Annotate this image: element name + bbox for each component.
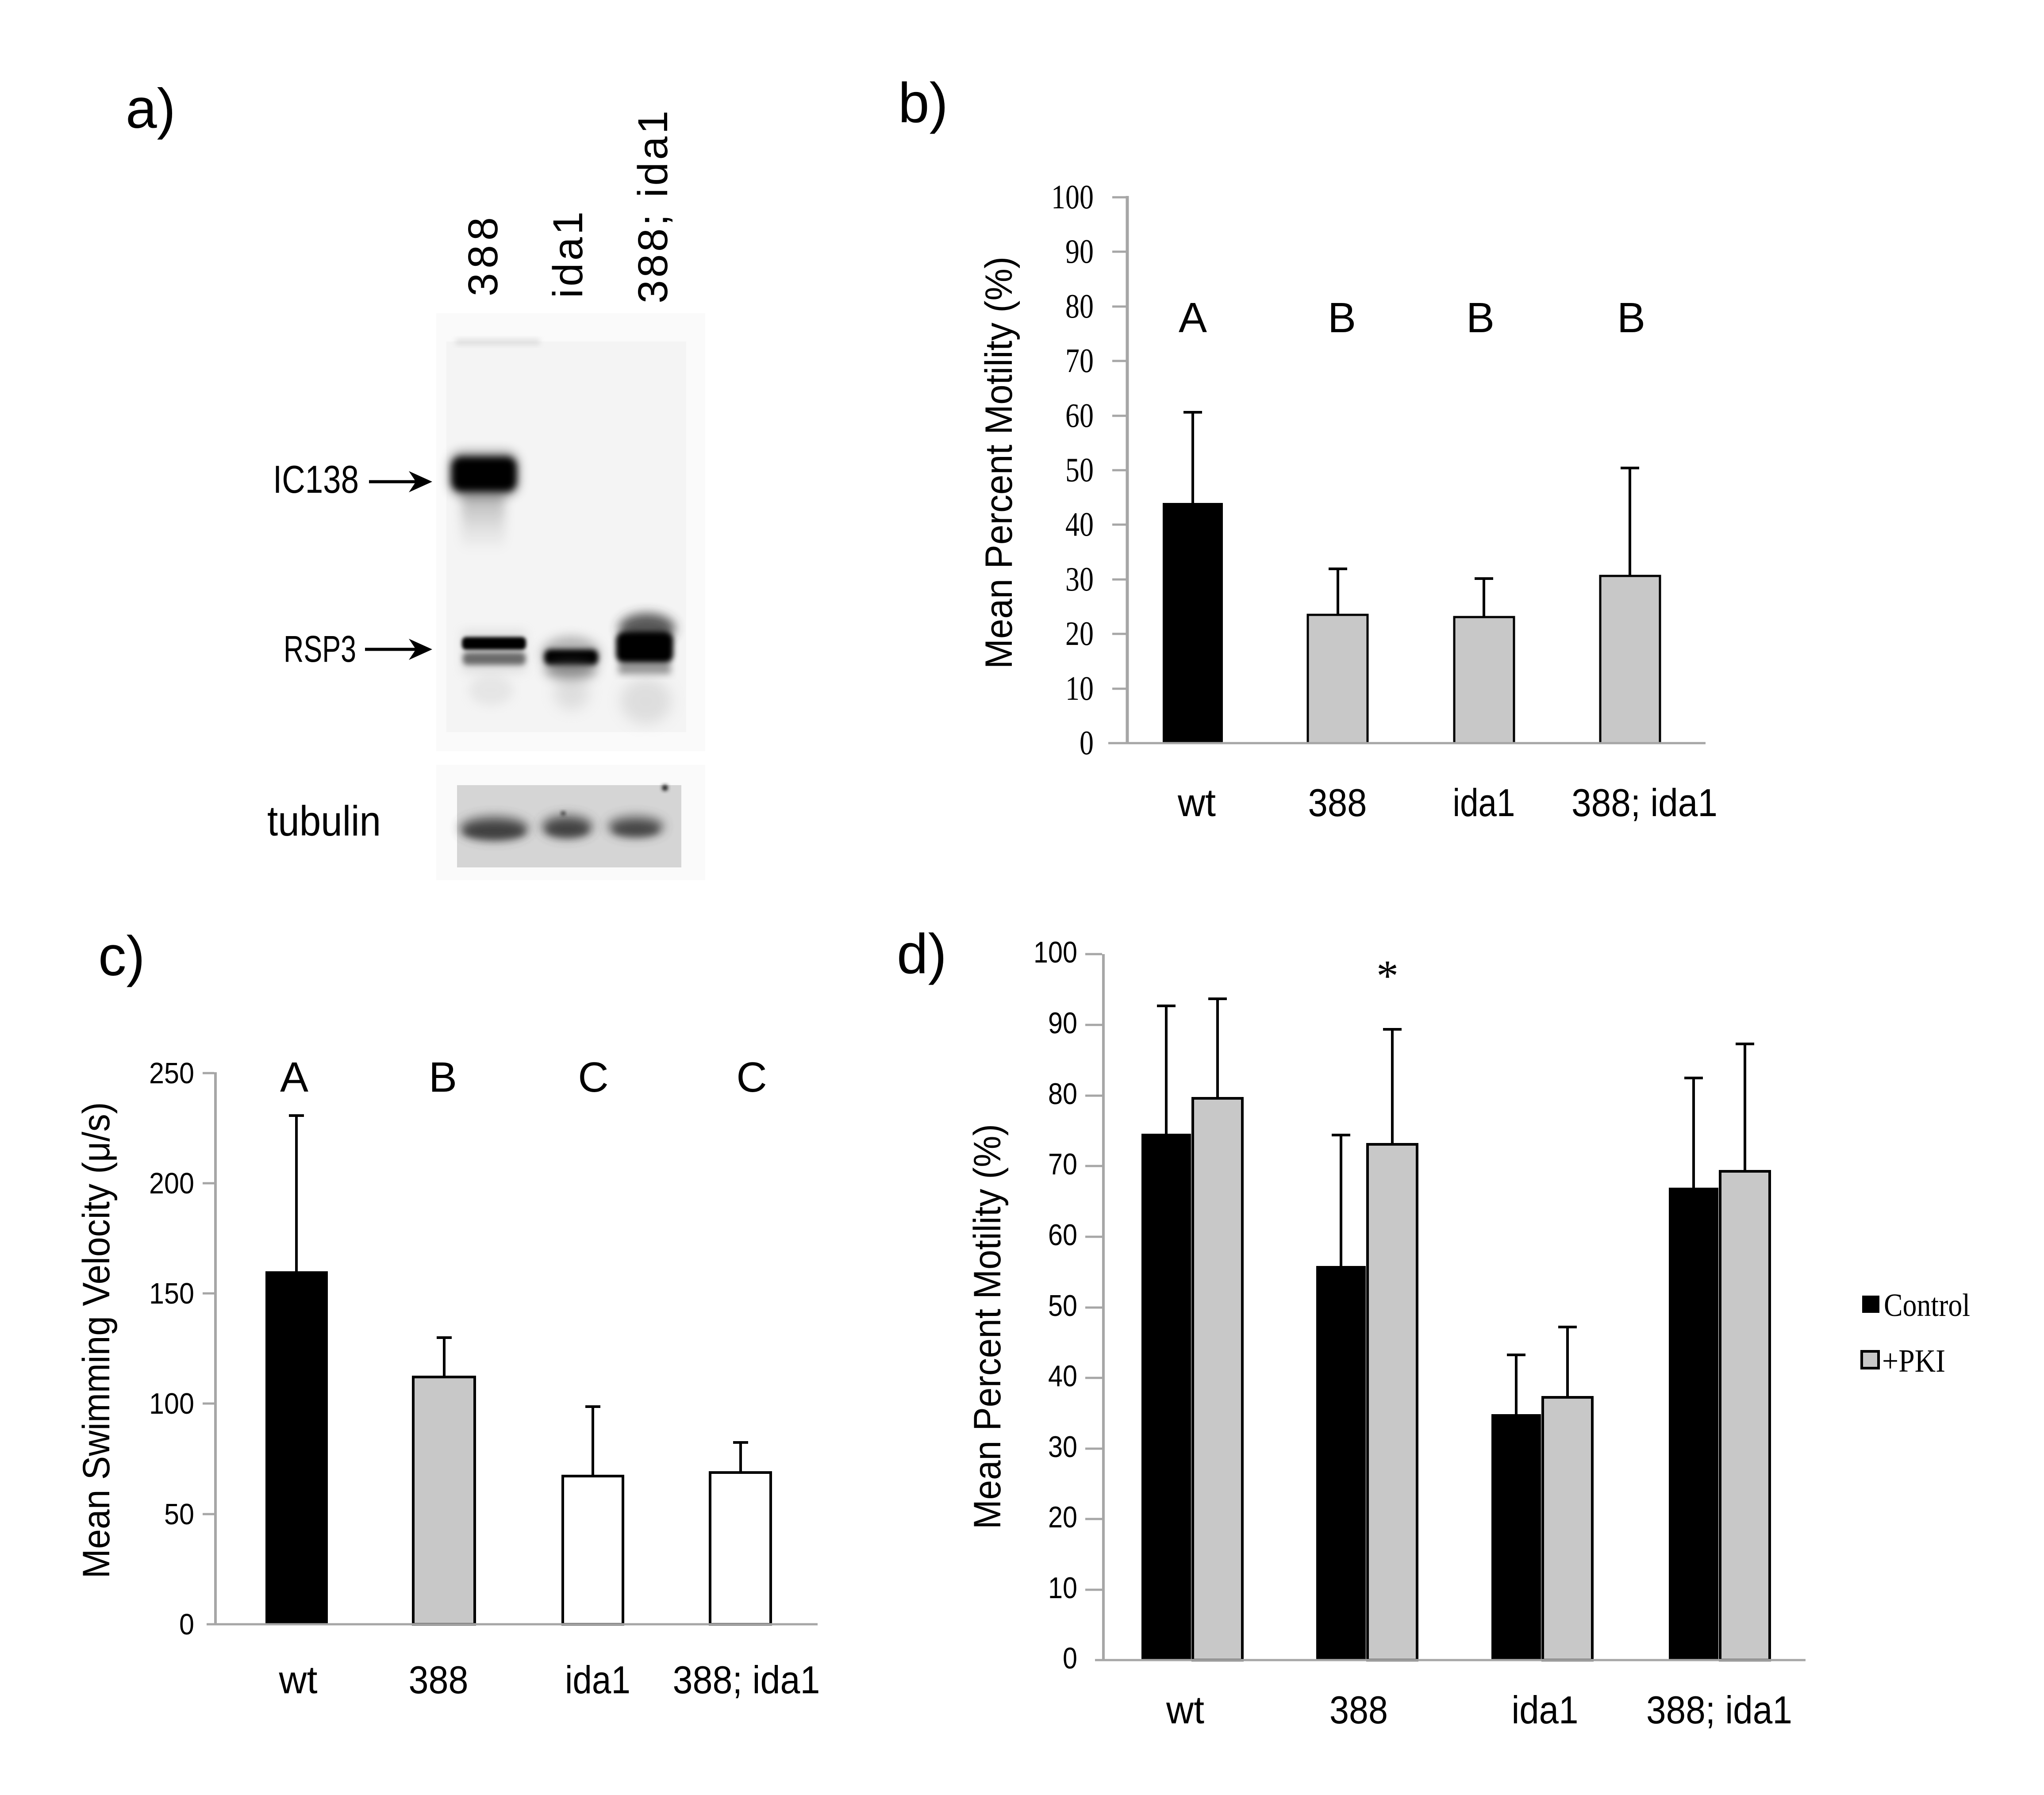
svg-text:A: A — [1179, 294, 1207, 341]
svg-text:388: 388 — [1329, 1688, 1388, 1732]
svg-text:50: 50 — [1048, 1289, 1077, 1323]
svg-text:60: 60 — [1048, 1218, 1077, 1252]
svg-text:70: 70 — [1065, 341, 1094, 380]
svg-text:d): d) — [897, 922, 947, 985]
svg-text:C: C — [578, 1054, 608, 1101]
svg-text:wt: wt — [279, 1658, 318, 1702]
svg-text:70: 70 — [1048, 1147, 1077, 1181]
svg-text:30: 30 — [1048, 1430, 1077, 1464]
svg-text:30: 30 — [1065, 560, 1094, 598]
svg-text:B: B — [429, 1054, 457, 1101]
svg-text:C: C — [736, 1054, 767, 1101]
svg-text:80: 80 — [1065, 287, 1094, 325]
svg-text:B: B — [1617, 294, 1645, 341]
svg-text:ida1: ida1 — [545, 211, 592, 298]
svg-text:*: * — [1376, 951, 1399, 1000]
svg-text:B: B — [1466, 294, 1495, 341]
svg-text:388: 388 — [1308, 781, 1367, 825]
svg-text:388; ida1: 388; ida1 — [1646, 1688, 1792, 1732]
svg-text:40: 40 — [1048, 1359, 1077, 1393]
svg-text:100: 100 — [149, 1387, 194, 1420]
svg-text:Mean Percent Motility (%): Mean Percent Motility (%) — [966, 1124, 1009, 1529]
svg-text:Control: Control — [1884, 1287, 1970, 1323]
svg-text:wt: wt — [1166, 1688, 1204, 1732]
svg-text:388: 388 — [409, 1658, 469, 1702]
svg-text:c): c) — [98, 924, 145, 987]
svg-text:50: 50 — [164, 1498, 194, 1531]
svg-text:20: 20 — [1065, 614, 1094, 652]
svg-text:20: 20 — [1048, 1500, 1077, 1534]
svg-text:80: 80 — [1048, 1077, 1077, 1111]
svg-text:ida1: ida1 — [1453, 781, 1515, 825]
svg-text:90: 90 — [1048, 1006, 1077, 1040]
svg-text:ida1: ida1 — [565, 1658, 630, 1702]
svg-text:Mean Percent Motility (%): Mean Percent Motility (%) — [978, 257, 1020, 669]
svg-text:388; ida1: 388; ida1 — [673, 1658, 820, 1702]
svg-text:0: 0 — [1080, 724, 1094, 762]
svg-text:100: 100 — [1051, 178, 1094, 216]
svg-text:B: B — [1328, 294, 1356, 341]
svg-text:388; ida1: 388; ida1 — [630, 111, 676, 303]
svg-text:+PKI: +PKI — [1882, 1343, 1945, 1379]
svg-text:tubulin: tubulin — [267, 798, 381, 845]
svg-text:150: 150 — [149, 1277, 194, 1310]
svg-text:388; ida1: 388; ida1 — [1571, 781, 1717, 825]
svg-text:Mean Swimming Velocity (μ/s): Mean Swimming Velocity (μ/s) — [75, 1102, 118, 1579]
svg-text:250: 250 — [149, 1057, 194, 1090]
svg-text:b): b) — [898, 71, 948, 134]
svg-text:0: 0 — [179, 1608, 194, 1641]
svg-text:90: 90 — [1065, 232, 1094, 270]
svg-text:10: 10 — [1048, 1571, 1077, 1605]
svg-text:388: 388 — [460, 217, 507, 296]
svg-text:50: 50 — [1065, 451, 1094, 489]
svg-text:wt: wt — [1177, 781, 1216, 825]
svg-text:A: A — [280, 1054, 308, 1101]
svg-text:200: 200 — [149, 1167, 194, 1200]
svg-text:RSP3: RSP3 — [284, 628, 356, 670]
svg-text:100: 100 — [1034, 936, 1077, 969]
svg-text:60: 60 — [1065, 396, 1094, 434]
svg-text:ida1: ida1 — [1512, 1688, 1579, 1732]
svg-text:40: 40 — [1065, 505, 1094, 543]
svg-text:10: 10 — [1065, 669, 1094, 707]
svg-text:0: 0 — [1063, 1642, 1077, 1675]
svg-text:a): a) — [126, 77, 176, 140]
svg-text:IC138: IC138 — [273, 457, 359, 501]
